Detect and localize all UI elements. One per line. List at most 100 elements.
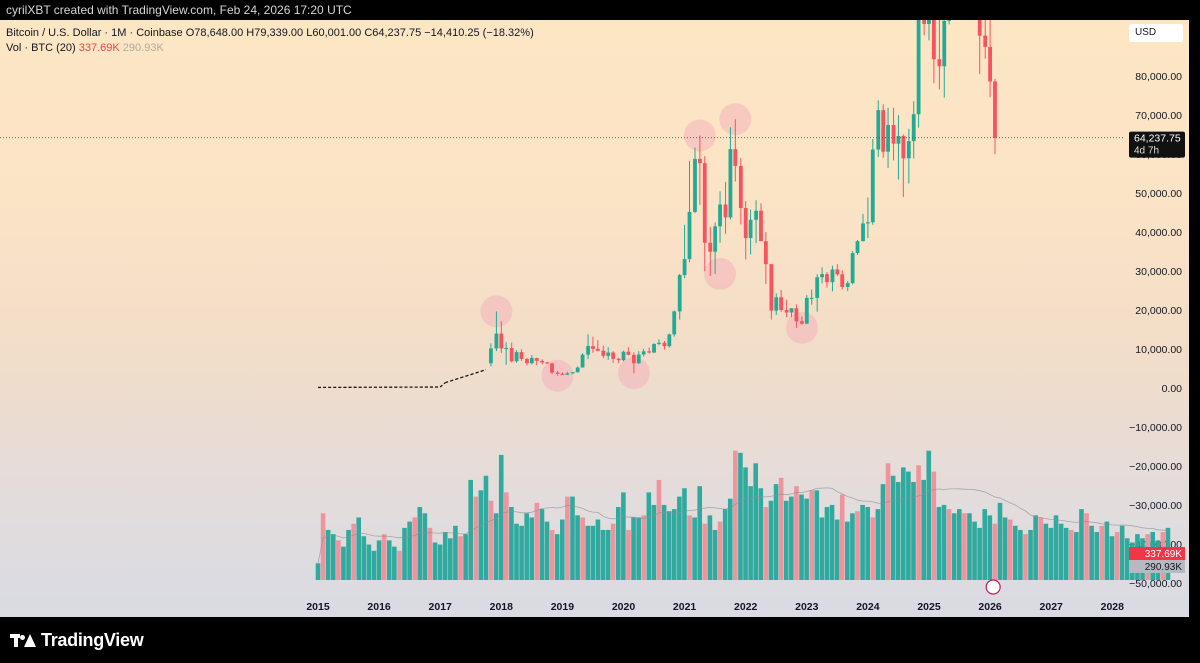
y-tick-label: 50,000.00 (1135, 188, 1182, 200)
x-tick-label: 2015 (306, 601, 330, 613)
candle-body (789, 308, 794, 313)
volume-bar (1053, 515, 1059, 580)
volume-bar (1038, 517, 1044, 580)
volume-bar (1063, 527, 1069, 580)
volume-bar (453, 525, 458, 580)
candle-body (815, 277, 820, 298)
volume-bar (325, 529, 331, 580)
volume-bar (498, 454, 504, 580)
candle-body (631, 354, 636, 364)
volume-bar (605, 529, 611, 580)
volume-bar (641, 515, 647, 580)
footer: TradingView (0, 617, 1200, 663)
volume-bar (717, 521, 723, 580)
volume-bar (488, 500, 494, 580)
volume-bar (1124, 538, 1130, 580)
volume-bar (600, 529, 606, 580)
volume-bar (422, 513, 428, 580)
volume-bar (448, 538, 453, 580)
candle-body (779, 297, 784, 311)
candle-body (540, 360, 545, 363)
price-tag-value: 64,237.75 (1134, 133, 1181, 145)
candle-body (519, 352, 524, 359)
candle-body (489, 348, 493, 364)
candle-body (494, 333, 499, 349)
candle-body (794, 308, 799, 322)
volume-bar (392, 546, 397, 580)
volume-bar (402, 527, 407, 580)
volume-bar (1109, 536, 1115, 580)
volume-bar (376, 540, 382, 580)
x-tick-label: 2024 (856, 601, 880, 613)
volume-bar (646, 492, 652, 580)
x-tick-label: 2016 (367, 601, 391, 613)
candle-body (743, 208, 748, 239)
volume-bar (1089, 525, 1094, 580)
candle-body (870, 149, 875, 223)
early-price-segment (460, 375, 466, 379)
volume-bar (916, 465, 921, 580)
candle-body (784, 310, 789, 313)
candle-body (906, 141, 911, 159)
volume-bar (712, 529, 718, 580)
volume-bar (702, 523, 708, 580)
candle-body (855, 241, 860, 254)
volume-bar (330, 534, 336, 580)
x-tick-label: 2027 (1040, 601, 1064, 613)
volume-bar (666, 511, 672, 580)
early-price-segment (439, 382, 446, 388)
x-tick-label: 2019 (551, 601, 575, 613)
volume-bar (972, 521, 977, 580)
volume-ma-tag (1129, 560, 1185, 573)
candle-body (774, 297, 779, 311)
tradingview-logo[interactable]: TradingView (10, 629, 144, 650)
tradingview-logo-text: TradingView (41, 629, 144, 650)
candle-body (545, 362, 550, 364)
volume-bar (565, 496, 570, 580)
candle-body (657, 342, 661, 344)
volume-bar (773, 484, 779, 580)
early-price-segment (470, 372, 476, 376)
candle-body (748, 219, 753, 239)
volume-bar (814, 490, 820, 580)
candle-body (820, 274, 824, 278)
volume-bar (610, 523, 616, 580)
x-tick-label: 2028 (1101, 601, 1125, 613)
candle-body (931, 20, 936, 60)
price-chart[interactable]: 80,000.0070,000.0060,000.0050,000.0040,0… (0, 20, 1189, 617)
volume-bar (789, 496, 794, 580)
volume-bar (1079, 509, 1084, 580)
volume-bar (386, 540, 392, 580)
candle-body (560, 373, 565, 375)
currency-selector[interactable]: USD (1129, 24, 1183, 42)
candle-body (534, 357, 539, 361)
candle-body (723, 204, 728, 218)
volume-bar (911, 482, 916, 580)
volume-bar (931, 471, 937, 580)
candle-body (922, 20, 927, 24)
volume-bar (794, 486, 799, 580)
early-price-segment (480, 369, 487, 372)
volume-bar (778, 477, 784, 580)
x-tick-label: 2023 (795, 601, 819, 613)
chart-panel[interactable]: 80,000.0070,000.0060,000.0050,000.0040,0… (0, 20, 1189, 617)
candle-body (881, 110, 886, 152)
volume-bar (1058, 523, 1064, 580)
volume-bar (890, 475, 896, 580)
candle-body (728, 149, 733, 218)
volume-bar (997, 502, 1003, 580)
x-tick-label: 2021 (673, 601, 697, 613)
volume-bar (865, 507, 870, 580)
volume-bar (936, 507, 942, 580)
candle-body (509, 348, 514, 362)
candle-body (850, 253, 855, 284)
candle-body (565, 373, 570, 375)
volume-bar (656, 479, 662, 580)
volume-bar (1007, 519, 1013, 580)
volume-bar (753, 463, 759, 580)
volume-bar (514, 523, 519, 580)
tradingview-logo-icon (10, 632, 36, 648)
y-tick-label: 40,000.00 (1135, 227, 1182, 239)
volume-bar (407, 521, 412, 580)
volume-bar (783, 500, 789, 580)
